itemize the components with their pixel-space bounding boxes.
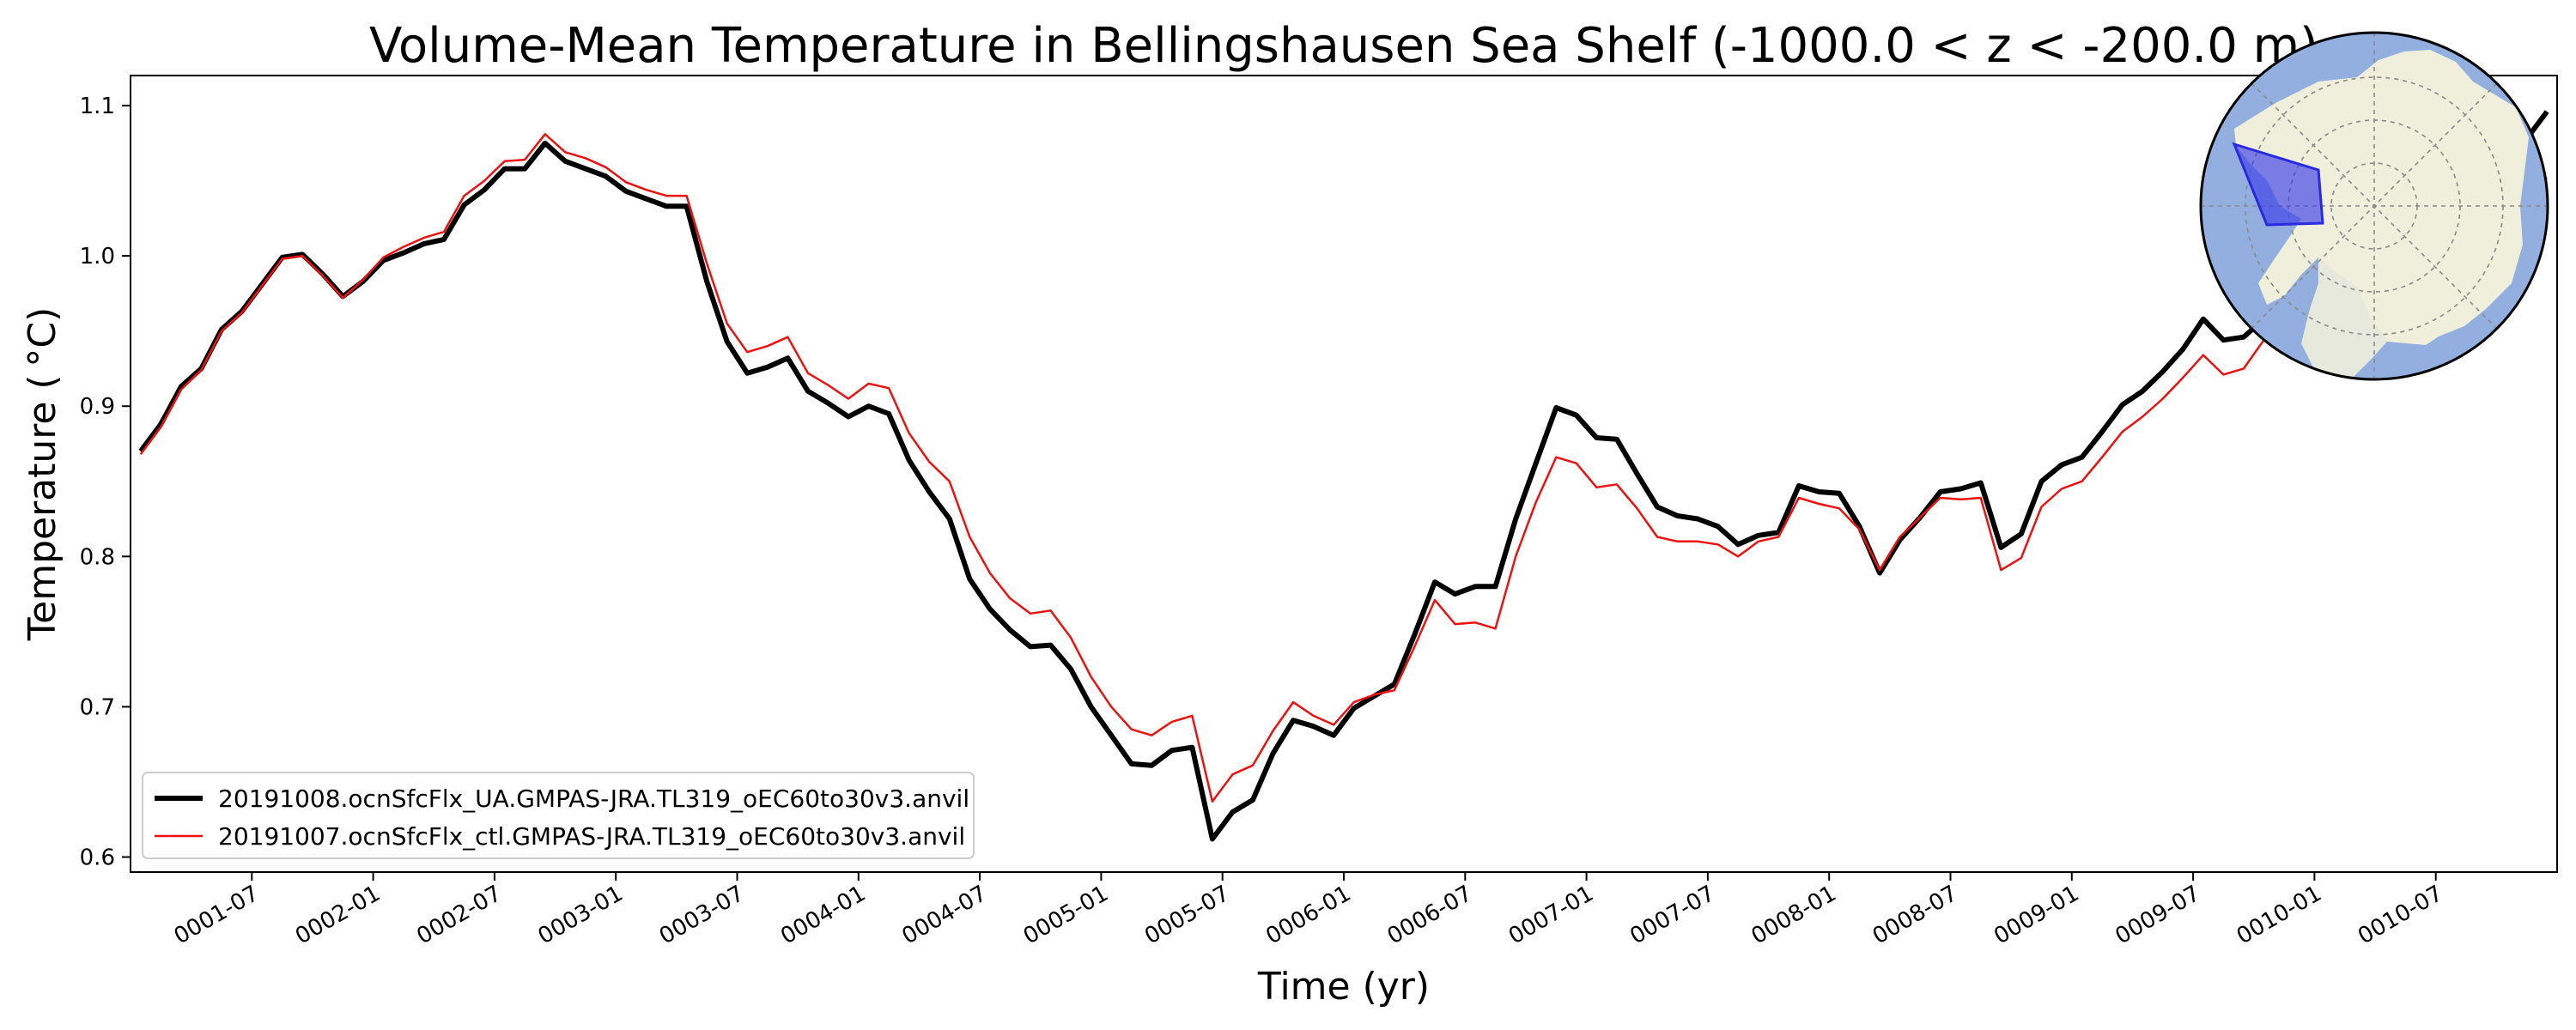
x-tick-label: 0010-01 [2233, 881, 2326, 949]
map-border [2199, 31, 2549, 381]
x-tick-label: 0008-01 [1747, 881, 1841, 949]
x-axis-label: Time (yr) [1257, 965, 1430, 1009]
x-tick-label: 0003-01 [534, 881, 628, 949]
y-tick-label: 0.7 [80, 694, 115, 720]
series-line-1 [139, 133, 2549, 803]
plot-frame [130, 75, 2558, 873]
plot-area [130, 75, 2558, 873]
y-tick-label: 1.1 [80, 94, 115, 119]
ross-ice-shelf [2301, 258, 2387, 378]
x-tick-label: 0009-07 [2111, 881, 2205, 949]
legend-label-ctl: 20191007.ocnSfcFlx_ctl.GMPAS-JRA.TL319_o… [218, 822, 965, 851]
x-tick-label: 0005-07 [1140, 881, 1234, 949]
x-tick-label: 0004-01 [776, 881, 870, 949]
series-layer [138, 110, 2549, 842]
x-tick-label: 0002-01 [291, 881, 385, 949]
x-tick-label: 0007-07 [1625, 881, 1719, 949]
x-tick-label: 0007-01 [1504, 881, 1598, 949]
legend-label-ua: 20191008.ocnSfcFlx_UA.GMPAS-JRA.TL319_oE… [218, 785, 969, 813]
bellingshausen-region [2232, 142, 2324, 227]
y-tick-label: 1.0 [80, 244, 115, 270]
x-tick-label: 0008-07 [1868, 881, 1962, 949]
x-tick-label: 0010-07 [2354, 881, 2447, 949]
x-tick-label: 0002-07 [412, 881, 506, 949]
x-tick-label: 0006-01 [1261, 881, 1355, 949]
y-tick-label: 0.9 [80, 394, 115, 420]
series-line-0 [138, 110, 2549, 842]
x-tick-label: 0009-01 [1990, 881, 2083, 949]
y-tick-label: 0.8 [80, 544, 115, 570]
x-tick-label: 0006-07 [1383, 881, 1477, 949]
x-tick-label: 0001-07 [170, 881, 264, 949]
legend: 20191008.ocnSfcFlx_UA.GMPAS-JRA.TL319_oE… [142, 772, 975, 859]
x-tick-label: 0003-07 [655, 881, 749, 949]
antarctica-landmass [2234, 50, 2529, 345]
antarctica-polar-map-icon [2199, 31, 2549, 381]
chart-title: Volume-Mean Temperature in Bellingshause… [369, 18, 2318, 74]
x-tick-label: 0005-01 [1019, 881, 1113, 949]
legend-box [142, 772, 975, 859]
y-axis: 0.6 0.7 0.8 0.9 1.0 1.1 [80, 94, 131, 870]
y-axis-label: Temperature ( °C) [21, 307, 64, 642]
x-axis: 0001-07 0002-01 0002-07 0003-01 0003-07 0004-… [170, 872, 2447, 949]
x-tick-label: 0004-07 [898, 881, 992, 949]
y-tick-label: 0.6 [80, 845, 115, 870]
